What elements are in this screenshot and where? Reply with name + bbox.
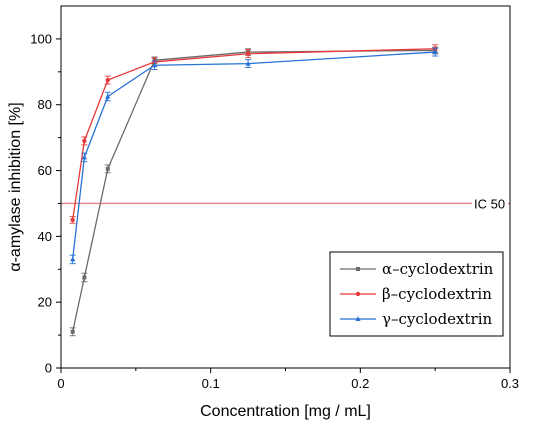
series-line — [72, 48, 436, 221]
y-tick-label: 40 — [38, 229, 52, 244]
data-point — [81, 154, 87, 160]
x-axis-title: Concentration [mg / mL] — [200, 403, 371, 420]
legend-marker — [356, 267, 360, 271]
x-tick-label: 0.3 — [501, 376, 519, 391]
data-point — [245, 60, 251, 66]
legend-item: γ–cyclodextrin — [340, 310, 493, 328]
ic50-label-background — [472, 195, 508, 212]
data-point — [105, 77, 110, 83]
data-point — [432, 49, 438, 55]
legend-item: α–cyclodextrin — [340, 260, 494, 278]
legend-items: α–cyclodextrin β–cyclodextrin γ–cyclodextr… — [340, 260, 494, 328]
legend-marker — [355, 316, 361, 321]
data-point — [105, 166, 110, 171]
data-point — [82, 138, 87, 144]
data-point — [70, 217, 75, 223]
x-axis-ticks: 0 0.1 0.2 0.3 — [57, 368, 519, 391]
ic50-label: IC 50 — [474, 196, 505, 211]
data-point — [82, 275, 87, 280]
legend-label: α–cyclodextrin — [382, 260, 494, 278]
legend-marker — [355, 291, 361, 297]
series-3 — [69, 47, 439, 265]
series-line — [72, 51, 436, 260]
legend-label: γ–cyclodextrin — [382, 310, 493, 328]
series-line — [72, 49, 436, 332]
data-point — [70, 256, 76, 262]
y-axis-ticks: 0 20 40 60 80 100 — [30, 31, 61, 376]
y-axis-title: α-amylase inhibition [%] — [7, 102, 24, 271]
series-2 — [69, 44, 439, 224]
data-point — [151, 62, 158, 68]
y-tick-label: 80 — [38, 97, 52, 112]
y-tick-label: 100 — [30, 31, 52, 46]
data-point — [105, 93, 111, 99]
y-tick-label: 20 — [38, 295, 52, 310]
y-tick-label: 0 — [45, 361, 52, 376]
legend-label: β–cyclodextrin — [382, 285, 492, 303]
y-tick-label: 60 — [38, 163, 52, 178]
reference-line-group: IC 50 — [61, 195, 510, 212]
data-point — [245, 51, 251, 56]
legend-item: β–cyclodextrin — [340, 285, 492, 303]
x-tick-label: 0.2 — [351, 376, 369, 391]
legend: α–cyclodextrin β–cyclodextrin γ–cyclodextr… — [329, 251, 504, 337]
series-layer — [69, 44, 439, 337]
x-tick-label: 0 — [57, 376, 64, 391]
data-point — [70, 329, 75, 334]
x-tick-label: 0.1 — [202, 376, 220, 391]
